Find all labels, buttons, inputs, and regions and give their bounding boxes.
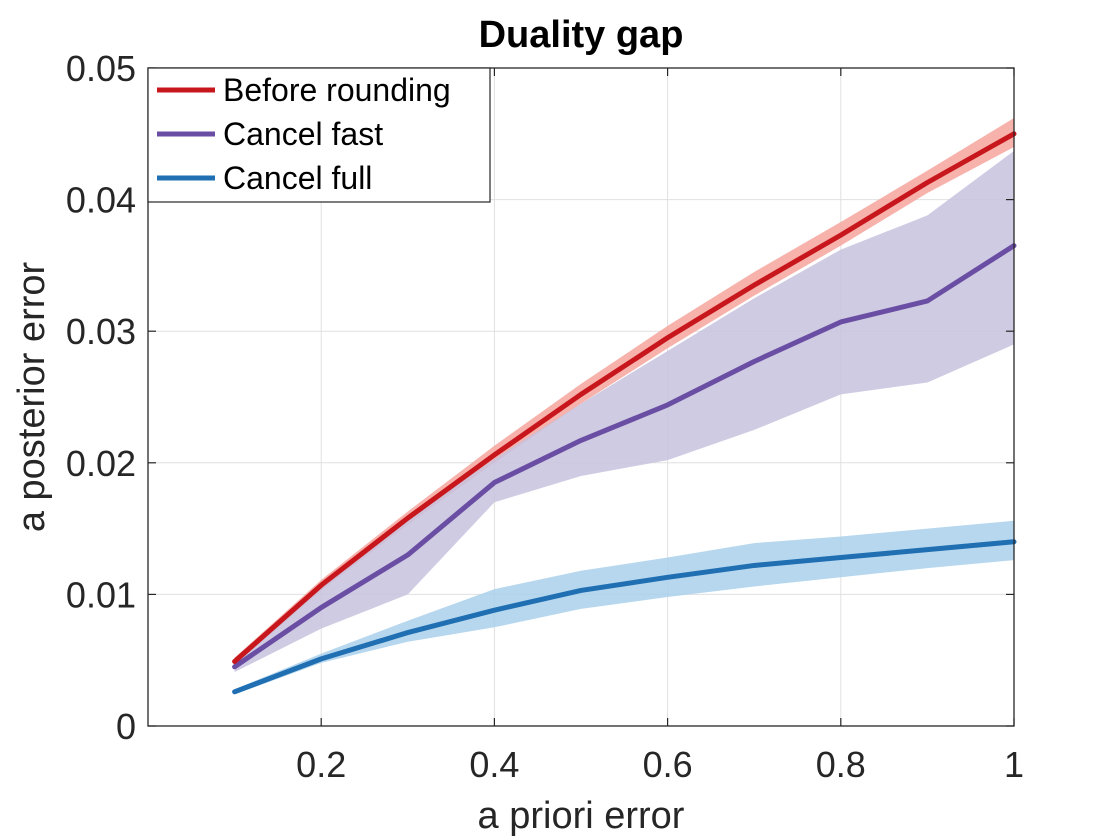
y-tick-label: 0.02: [66, 443, 136, 484]
legend-label-cancel-full: Cancel full: [223, 160, 372, 196]
confidence-bands: [234, 118, 1015, 695]
y-tick-label: 0.03: [66, 311, 136, 352]
before-rounding-line: [232, 131, 1017, 665]
x-tick-label: 0.4: [469, 744, 519, 785]
cancel-full-line: [232, 539, 1017, 695]
cancel-full-band: [234, 520, 1015, 695]
cancel-fast-band: [234, 150, 1015, 673]
y-tick-label: 0.01: [66, 574, 136, 615]
y-axis-label: a posterior error: [11, 261, 53, 532]
x-tick-label: 0.8: [816, 744, 866, 785]
y-tick-label: 0.05: [66, 48, 136, 89]
x-axis-label: a priori error: [478, 795, 685, 837]
legend-label-cancel-fast: Cancel fast: [223, 116, 383, 152]
y-tick-label: 0.04: [66, 180, 136, 221]
axis-ticks: 0.2 0.4 0.6 0.8 1 0 0.01 0.02 0.03 0.04 0.05: [66, 48, 1024, 785]
x-tick-label: 1: [1004, 744, 1024, 785]
before-rounding-band: [234, 118, 1015, 666]
legend: Before rounding Cancel fast Cancel full: [147, 67, 491, 203]
cancel-fast-line: [232, 243, 1017, 670]
chart-title: Duality gap: [479, 14, 684, 56]
axes-box: [147, 67, 1015, 727]
x-tick-label: 0.2: [296, 744, 346, 785]
x-tick-label: 0.6: [643, 744, 693, 785]
legend-label-before-rounding: Before rounding: [223, 72, 451, 108]
y-tick-label: 0: [116, 706, 136, 747]
series-lines: [232, 131, 1017, 695]
